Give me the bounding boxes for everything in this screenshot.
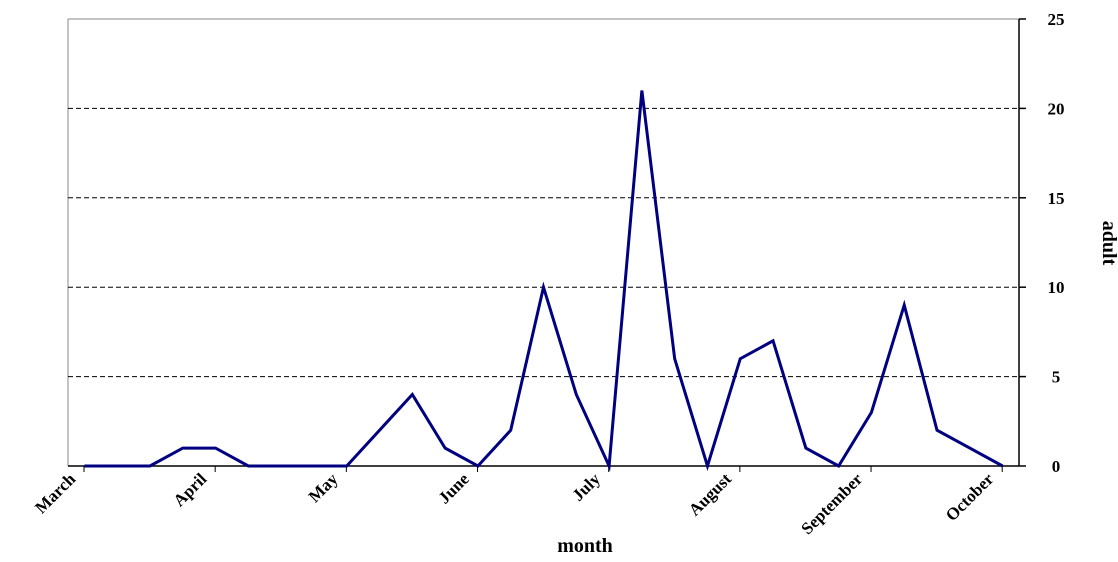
data-line bbox=[84, 90, 1004, 472]
x-tick-label: August bbox=[685, 469, 735, 519]
y-tick-label: 25 bbox=[1048, 10, 1065, 29]
x-tick-label: June bbox=[435, 469, 473, 507]
y-tick-label: 10 bbox=[1048, 278, 1065, 297]
y-tick-label: 0 bbox=[1052, 457, 1061, 476]
y-tick-label: 20 bbox=[1048, 99, 1065, 118]
x-tick-label: March bbox=[31, 469, 79, 517]
x-tick-label: October bbox=[942, 469, 998, 525]
x-tick-label: May bbox=[305, 469, 342, 506]
x-tick-label: April bbox=[170, 469, 211, 510]
x-axis-title: month bbox=[557, 535, 613, 557]
x-tick-label: July bbox=[568, 469, 604, 505]
y-tick-label: 5 bbox=[1052, 368, 1061, 387]
y-axis-title: adult bbox=[1098, 221, 1118, 266]
y-tick-label: 15 bbox=[1048, 189, 1065, 208]
x-tick-label: September bbox=[797, 469, 866, 538]
